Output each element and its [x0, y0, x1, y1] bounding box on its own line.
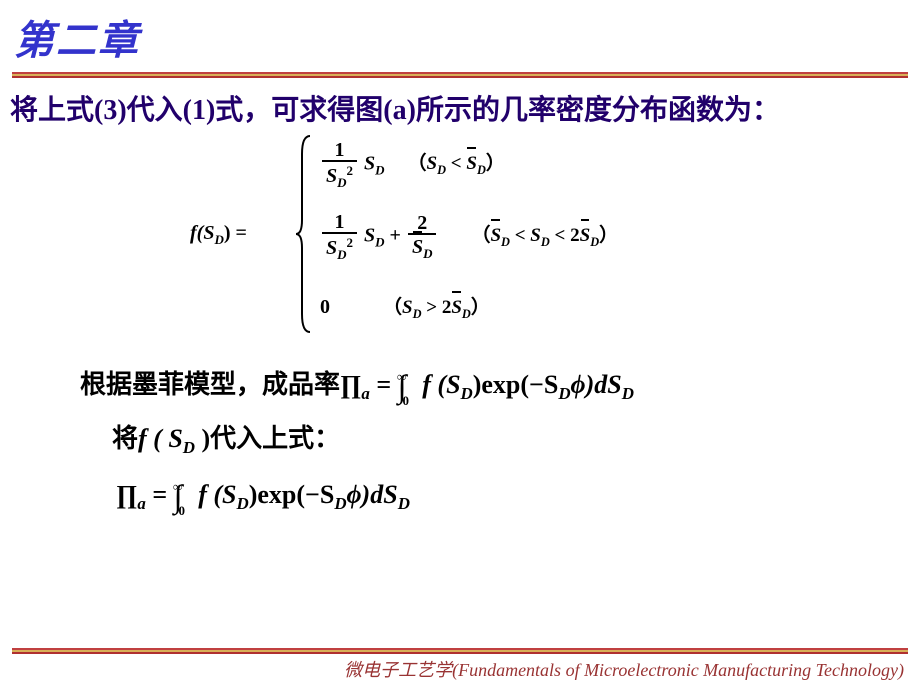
substitute-line: 将f ( SD )代入上式： — [112, 418, 900, 458]
piecewise-function: f(SD) = 1 SD2 SD （SD < SD） 1 SD2 — [200, 134, 720, 334]
footer-rule — [12, 648, 908, 654]
footer-text: 微电子工艺学(Fundamentals of Microelectronic M… — [344, 656, 904, 682]
left-brace — [296, 134, 312, 334]
content-area: f(SD) = 1 SD2 SD （SD < SD） 1 SD2 — [0, 134, 920, 515]
piecewise-row-2: 1 SD2 SD + 2 SD （SD < SD < 2SD） — [320, 212, 618, 262]
piecewise-row-1: 1 SD2 SD （SD < SD） — [320, 140, 505, 190]
murphy-line: 根据墨菲模型，成品率∏a = ∫0∞f (SD)exp(−SDϕ)dSD — [80, 364, 900, 404]
chapter-title: 第二章 — [0, 0, 920, 68]
final-equation: ∏a = ∫0∞f (SD)exp(−SDϕ)dSD — [116, 474, 900, 514]
footer-rule-bot — [12, 652, 908, 654]
piecewise-lhs: f(SD) = — [190, 222, 247, 248]
intro-text: 将上式(3)代入(1)式，可求得图(a)所示的几率密度分布函数为： — [0, 78, 920, 130]
piecewise-row-3: 0 （SD > 2SD） — [320, 292, 490, 322]
